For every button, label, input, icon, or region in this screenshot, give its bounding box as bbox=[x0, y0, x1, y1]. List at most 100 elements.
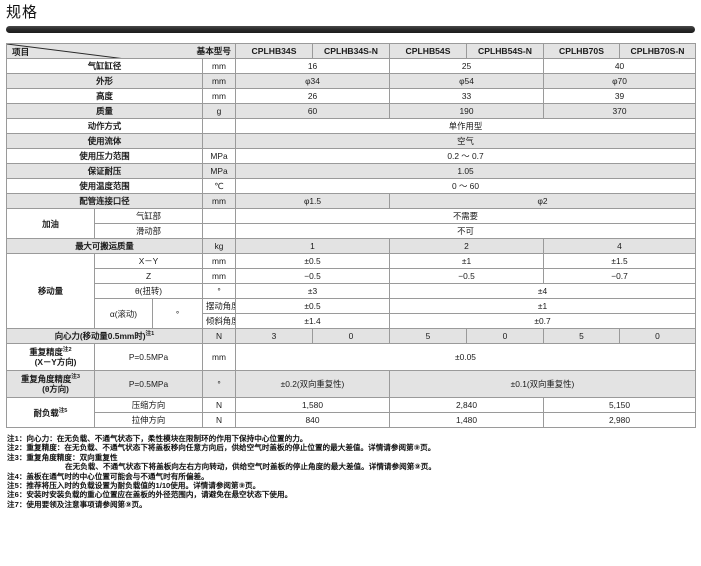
centripetal-note-marker: 注1 bbox=[145, 331, 155, 338]
row-unit-load-compression: N bbox=[202, 397, 236, 413]
row-label-lubrication: 加油 bbox=[6, 208, 95, 239]
cell-shape-2: φ70 bbox=[543, 73, 696, 89]
cell-max-mass-0: 1 bbox=[235, 238, 390, 254]
sub-label-lubrication-cylinder: 气缸部 bbox=[94, 208, 203, 224]
cell-lubrication-slide: 不可 bbox=[235, 223, 696, 239]
row-unit-port-size: mm bbox=[202, 193, 236, 209]
cell-centripetal-3: 0 bbox=[466, 328, 544, 344]
row-pressure-range: 使用压力范围 MPa 0.2 ～ 0.7 bbox=[6, 148, 696, 164]
model-header-3: CPLHB54S-N bbox=[466, 43, 544, 59]
sub-label-movement-alpha: α(滚动) bbox=[94, 298, 153, 329]
row-unit-max-mass: kg bbox=[202, 238, 236, 254]
page-title: 规格 bbox=[6, 4, 39, 21]
row-label-proof-pressure: 保证耐压 bbox=[6, 163, 203, 179]
cell-height-2: 39 bbox=[543, 88, 696, 104]
repeat-angle-note-marker: 注3 bbox=[71, 374, 80, 381]
model-header-1: CPLHB34S-N bbox=[312, 43, 390, 59]
cell-proof-pressure: 1.05 bbox=[235, 163, 696, 179]
cell-movement-theta-0: ±3 bbox=[235, 283, 390, 299]
cell-centripetal-0: 3 bbox=[235, 328, 313, 344]
corner-cell: 基本型号 项目 bbox=[6, 43, 236, 59]
cell-bore-0: 16 bbox=[235, 58, 390, 74]
row-movement-z: Z mm −0.5 −0.5 −0.7 bbox=[7, 268, 696, 284]
row-height: 高度 mm 26 33 39 bbox=[6, 88, 696, 104]
cell-load-tension-0: 840 bbox=[235, 412, 390, 428]
cell-alpha-swing-1: ±1 bbox=[389, 298, 696, 314]
footnote-7: 注7：使用要领及注意事项请参阅第⑨页。 bbox=[7, 499, 147, 509]
cell-alpha-swing-0: ±0.5 bbox=[235, 298, 390, 314]
page-title-area: 规格 bbox=[0, 0, 701, 22]
row-label-max-mass: 最大可搬运质量 bbox=[6, 238, 203, 254]
cell-load-compression-0: 1,580 bbox=[235, 397, 390, 413]
cell-repeat-angle-0: ±0.2(双向重复性) bbox=[235, 370, 390, 398]
cell-height-0: 26 bbox=[235, 88, 390, 104]
row-unit-proof-pressure: MPa bbox=[202, 163, 236, 179]
cond-repeat-angle: P=0.5MPa bbox=[94, 370, 203, 398]
sub-label-load-compression: 压缩方向 bbox=[94, 397, 203, 413]
row-unit-lubrication-slide bbox=[202, 223, 236, 239]
footnote-2: 注2：重复精度：在无负载、不通气状态下将盖板移向任意方向后，供给空气时盖板的停止… bbox=[7, 443, 436, 453]
corner-top-label: 基本型号 bbox=[196, 46, 231, 56]
row-centripetal: 向心力(移动量0.5mm时)注1 N 3 0 5 0 5 0 bbox=[6, 328, 696, 344]
sub-label-load-tension: 拉伸方向 bbox=[94, 412, 203, 428]
footnote-5: 注5：推荐将压入时的负载设置为耐负载值的1/10使用。详情请参阅第⑨页。 bbox=[7, 481, 261, 491]
row-max-mass: 最大可搬运质量 kg 1 2 4 bbox=[6, 238, 696, 254]
cond-repeat-accuracy: P=0.5MPa bbox=[94, 343, 203, 371]
cell-centripetal-2: 5 bbox=[389, 328, 467, 344]
cell-bore-2: 40 bbox=[543, 58, 696, 74]
repeat-angle-label2: (θ方向) bbox=[42, 384, 69, 394]
row-label-centripetal: 向心力(移动量0.5mm时)注1 bbox=[6, 328, 203, 344]
footnote-4: 注4：盖板在通气时的中心位置可能会与不通气时有所偏差。 bbox=[7, 471, 209, 481]
cell-movement-xy-2: ±1.5 bbox=[543, 253, 696, 269]
diagonal-divider-icon bbox=[7, 44, 118, 58]
row-movement-alpha-swing: α(滚动) ° 摆动角度 ±0.5 ±1 bbox=[7, 298, 696, 329]
row-mass: 质量 g 60 190 370 bbox=[6, 103, 696, 119]
model-header-0: CPLHB34S bbox=[235, 43, 313, 59]
row-label-mass: 质量 bbox=[6, 103, 203, 119]
spec-table-wrap: 基本型号 项目 CPLHB34S CPLHB34S-N CPLHB54S CPL… bbox=[6, 43, 696, 428]
row-repeat-angle: 重复角度精度注3 (θ方向) P=0.5MPa ° ±0.2(双向重复性) ±0… bbox=[6, 370, 696, 398]
row-label-movement: 移动量 bbox=[6, 253, 95, 329]
row-unit-action bbox=[202, 118, 236, 134]
row-unit-shape: mm bbox=[202, 73, 236, 89]
row-lubrication-cylinder: 加油 气缸部 不需要 bbox=[6, 208, 696, 239]
cell-movement-xy-1: ±1 bbox=[389, 253, 544, 269]
cell-load-tension-1: 1,480 bbox=[389, 412, 544, 428]
cell-movement-z-2: −0.7 bbox=[543, 268, 696, 284]
model-header-2: CPLHB54S bbox=[389, 43, 467, 59]
cell-shape-1: φ54 bbox=[389, 73, 544, 89]
centripetal-label-text: 向心力(移动量0.5mm时) bbox=[54, 331, 146, 341]
row-unit-centripetal: N bbox=[202, 328, 236, 344]
row-movement-xy: 移动量 X－Y mm ±0.5 ±1 ±1.5 bbox=[6, 253, 696, 329]
cell-repeat-accuracy: ±0.05 bbox=[235, 343, 696, 371]
sub-label-movement-xy: X－Y bbox=[94, 253, 203, 269]
sub-label-alpha-tilt: 倾斜角度 bbox=[202, 313, 236, 329]
cell-port-size-0: φ1.5 bbox=[235, 193, 390, 209]
cell-centripetal-4: 5 bbox=[543, 328, 620, 344]
sub-label-movement-theta: θ(扭转) bbox=[94, 283, 203, 299]
model-header-5: CPLHB70S-N bbox=[619, 43, 696, 59]
cell-pressure-range: 0.2 ～ 0.7 bbox=[235, 148, 696, 164]
row-label-bore: 气缸缸径 bbox=[6, 58, 203, 74]
table-header-row: 基本型号 项目 CPLHB34S CPLHB34S-N CPLHB54S CPL… bbox=[6, 43, 696, 59]
row-shape: 外形 mm φ34 φ54 φ70 bbox=[6, 73, 696, 89]
row-label-repeat-angle: 重复角度精度注3 (θ方向) bbox=[6, 370, 95, 398]
row-unit-repeat-angle: ° bbox=[202, 370, 236, 398]
footnote-6: 注6：安装时安装负载的重心位置应在盖板的外径范围内，请避免在悬空状态下使用。 bbox=[7, 490, 293, 500]
cell-max-mass-1: 2 bbox=[389, 238, 544, 254]
footnote-3: 注3：重复角度精度：双向重复性 bbox=[7, 452, 118, 462]
repeat-accuracy-note-marker: 注2 bbox=[62, 347, 72, 354]
row-label-height: 高度 bbox=[6, 88, 203, 104]
model-header-4: CPLHB70S bbox=[543, 43, 620, 59]
cell-centripetal-1: 0 bbox=[312, 328, 390, 344]
cell-lubrication-cylinder: 不需要 bbox=[235, 208, 696, 224]
spec-table: 基本型号 项目 CPLHB34S CPLHB34S-N CPLHB54S CPL… bbox=[6, 43, 696, 428]
cell-mass-0: 60 bbox=[235, 103, 390, 119]
row-action: 动作方式 单作用型 bbox=[6, 118, 696, 134]
cell-movement-theta-1: ±4 bbox=[389, 283, 696, 299]
row-label-action: 动作方式 bbox=[6, 118, 203, 134]
row-temp-range: 使用温度范围 ℃ 0 ～ 60 bbox=[6, 178, 696, 194]
row-label-pressure-range: 使用压力范围 bbox=[6, 148, 203, 164]
cell-centripetal-5: 0 bbox=[619, 328, 696, 344]
